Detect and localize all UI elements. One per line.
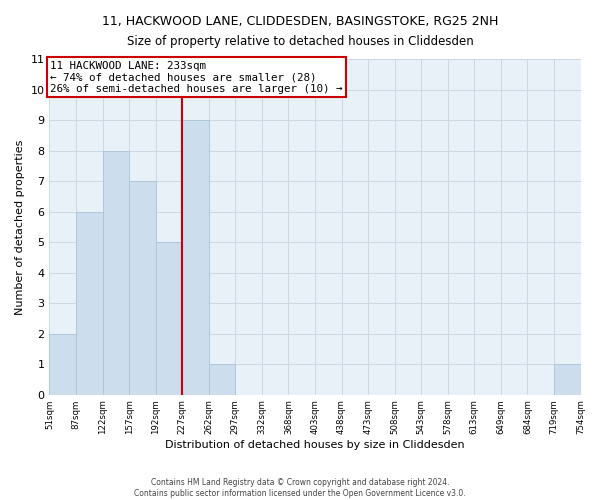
Y-axis label: Number of detached properties: Number of detached properties xyxy=(15,139,25,314)
Text: 11 HACKWOOD LANE: 233sqm
← 74% of detached houses are smaller (28)
26% of semi-d: 11 HACKWOOD LANE: 233sqm ← 74% of detach… xyxy=(50,60,343,94)
Bar xyxy=(554,364,581,394)
Bar xyxy=(209,364,235,394)
Bar xyxy=(103,150,129,394)
Bar xyxy=(155,242,182,394)
Bar xyxy=(129,181,155,394)
X-axis label: Distribution of detached houses by size in Cliddesden: Distribution of detached houses by size … xyxy=(165,440,465,450)
Bar xyxy=(182,120,209,394)
Text: Contains HM Land Registry data © Crown copyright and database right 2024.
Contai: Contains HM Land Registry data © Crown c… xyxy=(134,478,466,498)
Bar xyxy=(76,212,103,394)
Text: 11, HACKWOOD LANE, CLIDDESDEN, BASINGSTOKE, RG25 2NH: 11, HACKWOOD LANE, CLIDDESDEN, BASINGSTO… xyxy=(102,15,498,28)
Bar xyxy=(49,334,76,394)
Text: Size of property relative to detached houses in Cliddesden: Size of property relative to detached ho… xyxy=(127,35,473,48)
